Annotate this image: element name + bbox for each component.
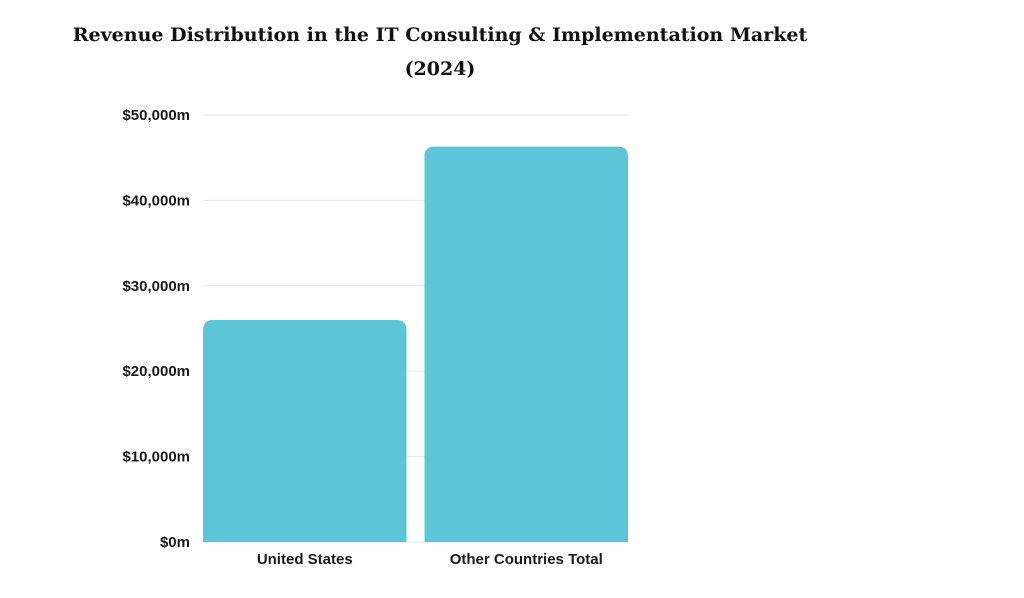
y-tick-label: $40,000m	[122, 192, 190, 209]
y-tick-label: $10,000m	[122, 449, 190, 466]
y-tick-label: $30,000m	[122, 278, 190, 295]
y-tick-label: $20,000m	[122, 363, 190, 380]
y-tick-label: $0m	[160, 534, 190, 551]
x-axis-category-labels: United States Other Countries Total	[257, 551, 603, 568]
x-category-label: Other Countries Total	[450, 551, 603, 568]
chart-title-block: Revenue Distribution in the IT Consultin…	[40, 18, 840, 86]
chart-title: Revenue Distribution in the IT Consultin…	[72, 24, 808, 46]
bar-united-states	[203, 319, 407, 542]
bar-other-countries-total	[424, 146, 628, 542]
y-axis-tick-labels: $0m $10,000m $20,000m $30,000m $40,000m $50,0…	[122, 107, 190, 551]
x-category-label: United States	[257, 551, 353, 568]
y-tick-label: $50,000m	[122, 107, 190, 124]
chart-subtitle: (2024)	[404, 58, 476, 80]
bars	[203, 146, 628, 542]
